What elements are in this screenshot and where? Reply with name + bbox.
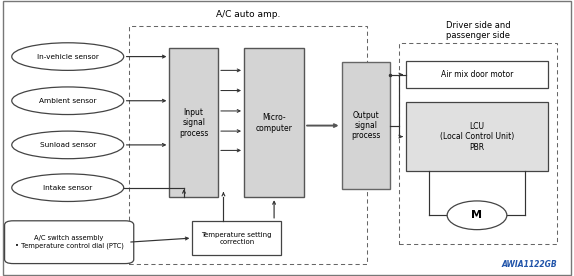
- Ellipse shape: [11, 131, 124, 159]
- Ellipse shape: [11, 43, 124, 70]
- Bar: [244, 48, 304, 197]
- Text: Output
signal
process: Output signal process: [351, 111, 381, 140]
- Ellipse shape: [11, 174, 124, 201]
- Text: AWIA1122GB: AWIA1122GB: [501, 260, 557, 269]
- Bar: [129, 26, 367, 264]
- Bar: [192, 221, 281, 255]
- Bar: [169, 48, 218, 197]
- Bar: [406, 61, 548, 88]
- Text: A/C auto amp.: A/C auto amp.: [216, 10, 281, 19]
- Text: Sunload sensor: Sunload sensor: [40, 142, 96, 148]
- Text: A/C switch assembly
• Temperature control dial (PTC): A/C switch assembly • Temperature contro…: [15, 235, 123, 249]
- Text: Temperature setting
correction: Temperature setting correction: [201, 232, 272, 245]
- Ellipse shape: [11, 87, 124, 115]
- Bar: [342, 62, 390, 189]
- Text: Driver side and
passenger side: Driver side and passenger side: [445, 21, 510, 40]
- Text: LCU
(Local Control Unit)
PBR: LCU (Local Control Unit) PBR: [440, 122, 514, 152]
- Bar: [406, 102, 548, 171]
- Bar: [399, 43, 557, 244]
- Text: Ambient sensor: Ambient sensor: [39, 98, 96, 104]
- Text: Input
signal
process: Input signal process: [179, 108, 208, 138]
- Text: Micro-
computer: Micro- computer: [255, 113, 293, 132]
- Text: Intake sensor: Intake sensor: [43, 185, 92, 191]
- Text: Air mix door motor: Air mix door motor: [441, 70, 513, 79]
- FancyBboxPatch shape: [5, 221, 134, 264]
- Circle shape: [447, 201, 507, 230]
- Text: In-vehicle sensor: In-vehicle sensor: [37, 54, 99, 60]
- Text: M: M: [471, 210, 483, 220]
